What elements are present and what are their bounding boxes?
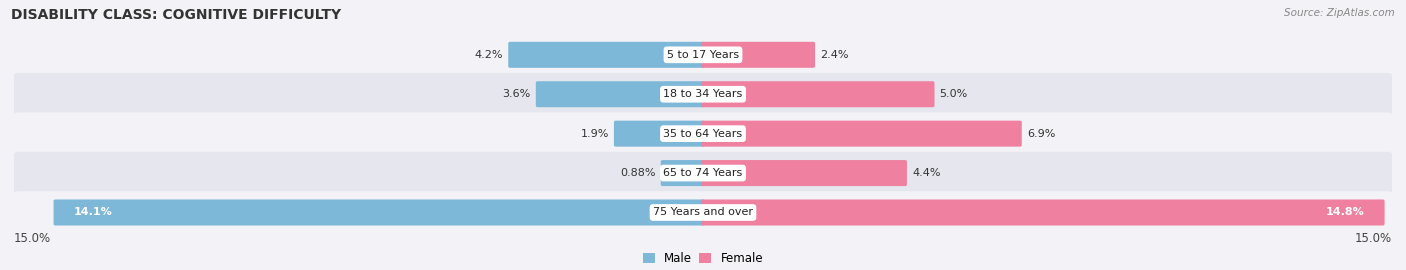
Legend: Male, Female: Male, Female [638, 247, 768, 270]
FancyBboxPatch shape [508, 42, 704, 68]
FancyBboxPatch shape [13, 191, 1393, 234]
Text: 5.0%: 5.0% [939, 89, 967, 99]
Text: 1.9%: 1.9% [581, 129, 609, 139]
FancyBboxPatch shape [13, 33, 1393, 76]
Text: DISABILITY CLASS: COGNITIVE DIFFICULTY: DISABILITY CLASS: COGNITIVE DIFFICULTY [11, 8, 342, 22]
FancyBboxPatch shape [536, 81, 704, 107]
Text: 6.9%: 6.9% [1026, 129, 1054, 139]
FancyBboxPatch shape [614, 121, 704, 147]
FancyBboxPatch shape [702, 160, 907, 186]
Text: Source: ZipAtlas.com: Source: ZipAtlas.com [1284, 8, 1395, 18]
Text: 15.0%: 15.0% [1355, 232, 1392, 245]
FancyBboxPatch shape [702, 121, 1022, 147]
Text: 4.4%: 4.4% [912, 168, 941, 178]
Text: 0.88%: 0.88% [620, 168, 655, 178]
Text: 14.8%: 14.8% [1326, 207, 1364, 218]
FancyBboxPatch shape [13, 73, 1393, 116]
FancyBboxPatch shape [702, 81, 935, 107]
Text: 3.6%: 3.6% [502, 89, 531, 99]
FancyBboxPatch shape [53, 200, 704, 225]
FancyBboxPatch shape [702, 200, 1385, 225]
FancyBboxPatch shape [13, 152, 1393, 194]
Text: 14.1%: 14.1% [73, 207, 112, 218]
Text: 5 to 17 Years: 5 to 17 Years [666, 50, 740, 60]
Text: 4.2%: 4.2% [475, 50, 503, 60]
FancyBboxPatch shape [661, 160, 704, 186]
Text: 18 to 34 Years: 18 to 34 Years [664, 89, 742, 99]
Text: 65 to 74 Years: 65 to 74 Years [664, 168, 742, 178]
Text: 2.4%: 2.4% [820, 50, 849, 60]
Text: 75 Years and over: 75 Years and over [652, 207, 754, 218]
FancyBboxPatch shape [13, 112, 1393, 155]
FancyBboxPatch shape [702, 42, 815, 68]
Text: 15.0%: 15.0% [14, 232, 51, 245]
Text: 35 to 64 Years: 35 to 64 Years [664, 129, 742, 139]
